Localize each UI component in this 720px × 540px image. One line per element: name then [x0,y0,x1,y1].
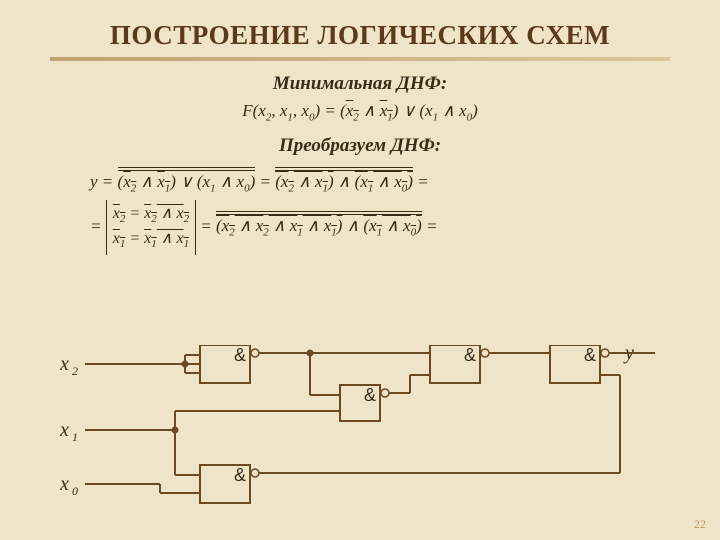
svg-text:&: & [234,345,246,365]
page-number: 22 [694,517,706,532]
svg-text:y: y [623,345,634,364]
svg-text:x: x [60,353,69,375]
formula-transform: y = (x2 ∧ x1) ∨ (x1 ∧ x0) = (x2 ∧ x1) ∧ … [0,167,720,255]
subtitle-min-dnf: Минимальная ДНФ: [0,73,720,95]
svg-text:2: 2 [72,364,78,378]
subtitle-transform: Преобразуем ДНФ: [0,135,720,157]
svg-text:&: & [234,465,246,485]
svg-text:&: & [464,345,476,365]
svg-text:0: 0 [72,484,78,498]
slide-title: ПОСТРОЕНИЕ ЛОГИЧЕСКИХ СХЕМ [0,0,720,51]
svg-text:1: 1 [72,430,78,444]
title-underline [50,57,670,61]
svg-text:x: x [60,419,69,441]
logic-circuit-diagram: x2x1x0y&&&&& [60,345,660,525]
svg-text:&: & [364,385,376,405]
formula-min-dnf: F(x2, x1, x0) = (x2 ∧ x1) ∨ (x1 ∧ x0) [0,101,720,123]
svg-text:x: x [60,473,69,495]
svg-text:&: & [584,345,596,365]
